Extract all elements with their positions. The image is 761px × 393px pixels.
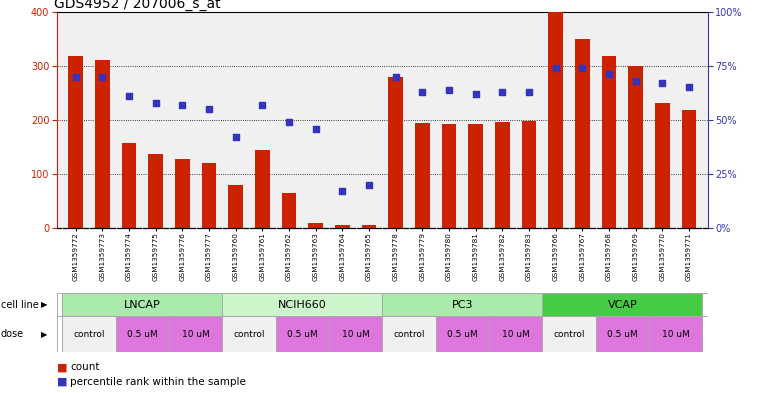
Point — [523, 88, 535, 95]
Bar — [655, 103, 670, 228]
Point — [496, 88, 508, 95]
Bar — [575, 39, 590, 228]
Bar — [383, 316, 436, 352]
Point — [310, 125, 322, 132]
Point — [123, 93, 135, 99]
Point — [283, 119, 295, 125]
Point — [390, 73, 402, 80]
Bar — [308, 222, 323, 228]
Bar — [596, 316, 649, 352]
Bar — [255, 150, 269, 228]
Text: 10 uM: 10 uM — [182, 330, 210, 338]
Bar — [169, 316, 222, 352]
Text: 0.5 uM: 0.5 uM — [127, 330, 158, 338]
Text: ■: ■ — [57, 362, 68, 373]
Text: control: control — [234, 330, 265, 338]
Bar — [202, 163, 216, 228]
Text: cell line: cell line — [1, 299, 39, 310]
Bar — [62, 316, 116, 352]
Text: GDS4952 / 207006_s_at: GDS4952 / 207006_s_at — [54, 0, 221, 11]
Bar — [469, 124, 483, 228]
Point — [549, 65, 562, 71]
Text: ■: ■ — [57, 377, 68, 387]
Text: control: control — [73, 330, 105, 338]
Bar — [415, 123, 430, 228]
Bar — [116, 316, 169, 352]
Bar — [361, 225, 377, 228]
Bar — [383, 293, 543, 316]
Bar — [441, 124, 457, 228]
Point — [603, 71, 615, 77]
Point — [656, 80, 668, 86]
Point — [230, 134, 242, 140]
Point — [576, 65, 588, 71]
Bar — [62, 293, 222, 316]
Text: dose: dose — [1, 329, 24, 339]
Text: 10 uM: 10 uM — [501, 330, 530, 338]
Point — [203, 106, 215, 112]
Text: control: control — [553, 330, 584, 338]
Point — [150, 99, 162, 106]
Bar — [122, 143, 136, 228]
Bar — [228, 185, 243, 228]
Bar — [95, 61, 110, 228]
Text: count: count — [70, 362, 100, 373]
Point — [256, 101, 269, 108]
Bar — [543, 316, 596, 352]
Bar — [175, 159, 189, 228]
Point — [416, 88, 428, 95]
Bar — [222, 293, 383, 316]
Bar — [543, 293, 702, 316]
Bar — [68, 56, 83, 228]
Bar — [495, 122, 510, 228]
Bar — [436, 316, 489, 352]
Bar — [329, 316, 383, 352]
Point — [470, 91, 482, 97]
Bar — [629, 66, 643, 228]
Text: 10 uM: 10 uM — [342, 330, 370, 338]
Bar — [275, 316, 329, 352]
Bar — [602, 56, 616, 228]
Point — [363, 182, 375, 188]
Text: NCIH660: NCIH660 — [278, 299, 326, 310]
Bar — [388, 77, 403, 228]
Text: ▶: ▶ — [41, 330, 47, 338]
Text: 0.5 uM: 0.5 uM — [607, 330, 638, 338]
Text: control: control — [393, 330, 425, 338]
Text: LNCAP: LNCAP — [124, 299, 161, 310]
Point — [629, 78, 642, 84]
Bar — [522, 121, 537, 228]
Text: 0.5 uM: 0.5 uM — [287, 330, 318, 338]
Bar — [222, 316, 275, 352]
Text: PC3: PC3 — [451, 299, 473, 310]
Point — [97, 73, 109, 80]
Bar — [649, 316, 702, 352]
Point — [683, 84, 695, 90]
Point — [336, 188, 349, 194]
Bar — [282, 193, 296, 228]
Point — [177, 101, 189, 108]
Text: 0.5 uM: 0.5 uM — [447, 330, 478, 338]
Bar — [549, 12, 563, 228]
Bar — [489, 316, 543, 352]
Point — [443, 86, 455, 93]
Bar — [148, 154, 163, 228]
Text: ▶: ▶ — [41, 300, 47, 309]
Text: percentile rank within the sample: percentile rank within the sample — [70, 377, 246, 387]
Text: 10 uM: 10 uM — [662, 330, 689, 338]
Text: VCAP: VCAP — [607, 299, 637, 310]
Point — [70, 73, 82, 80]
Bar — [682, 110, 696, 228]
Bar — [335, 225, 350, 228]
